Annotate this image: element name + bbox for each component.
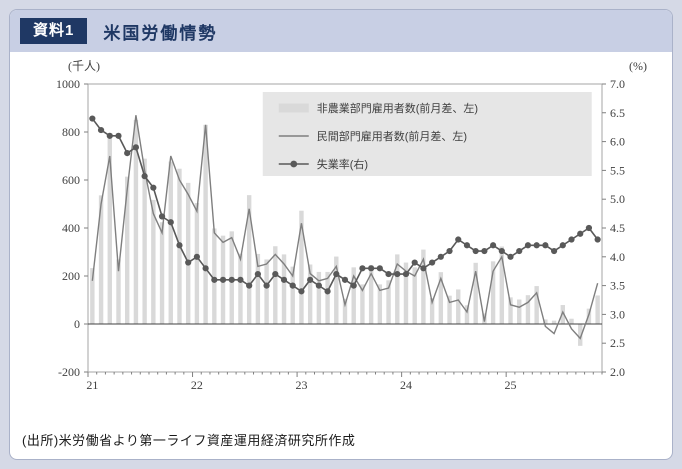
header-band: 資料1 米国労働情勢 (10, 10, 672, 52)
doc-number-badge: 資料1 (20, 18, 88, 44)
report-card: 資料1 米国労働情勢 (千人) (%) 1000 800 600 400 200 0 -200 7… (9, 9, 673, 460)
left-axis-tick-label: -200 (58, 365, 80, 379)
x-axis-year-label: 22 (191, 378, 203, 392)
right-axis-tick-label: 6.0 (610, 135, 625, 149)
left-axis-tick-label: 600 (62, 173, 80, 187)
right-axis-tick-label: 3.0 (610, 307, 625, 321)
left-axis-tick-label: 0 (74, 317, 80, 331)
left-axis-tick-label: 400 (62, 221, 80, 235)
left-axis-tick-label: 800 (62, 125, 80, 139)
unemployment-rate-series (89, 115, 601, 295)
right-axis-tick-label: 7.0 (610, 77, 625, 91)
right-axis-tick-label: 5.0 (610, 192, 625, 206)
legend: 非農業部門雇用者数(前月差、左) 民間部門雇用者数(前月差、左) 失業率(右) (262, 92, 592, 176)
legend-background (262, 92, 592, 176)
x-axis-year-label: 24 (400, 378, 412, 392)
right-axis-tick-label: 4.0 (610, 250, 625, 264)
right-axis-tick-label: 2.0 (610, 365, 625, 379)
x-axis-year-label: 21 (86, 378, 98, 392)
right-axis-unit: (%) (629, 59, 647, 73)
left-axis-tick-label: 200 (62, 269, 80, 283)
legend-label: 失業率(右) (317, 157, 368, 171)
right-axis-tick-label: 5.5 (610, 163, 625, 177)
right-axis-tick-label: 4.5 (610, 221, 625, 235)
labor-market-chart: (千人) (%) 1000 800 600 400 200 0 -200 7.0 6.5 6.0 5.5… (56, 59, 647, 392)
legend-label: 民間部門雇用者数(前月差、左) (317, 129, 467, 143)
chart-container: (千人) (%) 1000 800 600 400 200 0 -200 7.0 6.5 6.0 5.5… (10, 52, 672, 428)
right-axis-tick-label: 2.5 (610, 336, 625, 350)
legend-bar-swatch (278, 103, 309, 113)
x-axis-year-label: 25 (505, 378, 517, 392)
legend-marker-swatch (290, 160, 298, 168)
page-title: 米国労働情勢 (103, 23, 218, 43)
legend-label: 非農業部門雇用者数(前月差、左) (317, 101, 478, 115)
source-note: (出所)米労働省より第一ライフ資産運用経済研究所作成 (22, 433, 356, 448)
private-payrolls-line (91, 115, 599, 340)
right-axis-tick-label: 3.5 (610, 279, 625, 293)
x-axis-year-label: 23 (295, 378, 307, 392)
right-axis-tick-label: 6.5 (610, 106, 625, 120)
left-axis-unit: (千人) (68, 59, 100, 73)
left-axis-tick-label: 1000 (56, 77, 80, 91)
